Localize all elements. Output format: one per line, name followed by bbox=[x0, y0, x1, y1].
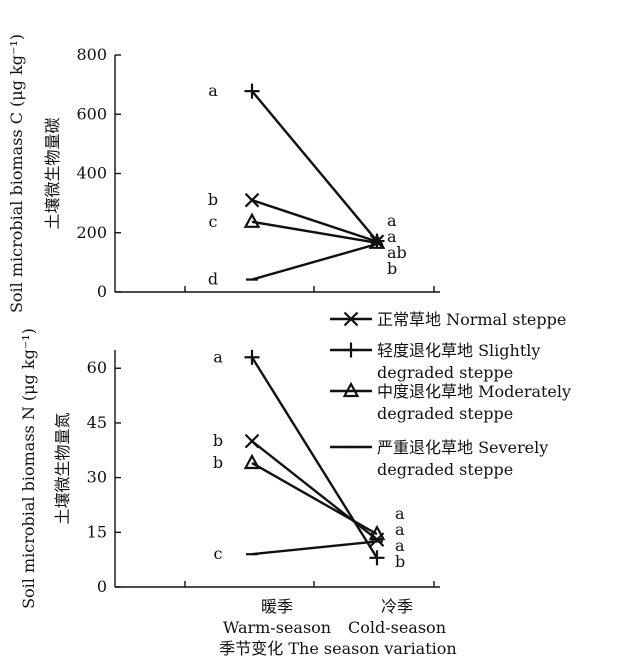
significance-letter-cold: ab bbox=[387, 243, 407, 262]
y-tick-label: 400 bbox=[76, 164, 107, 183]
significance-letter-warm: c bbox=[214, 544, 223, 563]
y-tick-label: 0 bbox=[97, 577, 107, 596]
data-point-warm-plus bbox=[244, 349, 260, 365]
panel-carbon: 0 200 400 600 800 Soil microbial biomass C (μ… bbox=[7, 34, 440, 313]
legend-item-plus: 轻度退化草地 Slightly degraded steppe bbox=[330, 341, 540, 382]
y-tick-label: 800 bbox=[76, 45, 107, 64]
series-line-x bbox=[251, 199, 378, 243]
series-line-dash bbox=[251, 540, 378, 556]
series-line-plus bbox=[251, 90, 378, 242]
significance-letter-cold: a bbox=[387, 227, 397, 246]
y-axis-title-zh: 土壤微生物量氮 bbox=[53, 412, 72, 524]
y-axis-title: Soil microbial biomass C (μg kg⁻¹) bbox=[7, 34, 26, 313]
significance-letter-cold: a bbox=[387, 211, 397, 230]
y-tick-label: 600 bbox=[76, 104, 107, 123]
significance-letter-cold: a bbox=[395, 504, 405, 523]
significance-letter-cold: a bbox=[395, 536, 405, 555]
x-axis-title: 季节变化 The season variation bbox=[219, 639, 456, 658]
legend-marker-triangle bbox=[342, 381, 360, 398]
category-label-zh: 冷季 bbox=[381, 597, 413, 616]
series-line-dash bbox=[251, 242, 378, 281]
series-line-triangle bbox=[251, 461, 378, 536]
significance-letter-warm: d bbox=[208, 270, 218, 289]
data-point-cold-plus bbox=[369, 550, 385, 566]
data-point-cold-triangle bbox=[368, 524, 386, 541]
legend-item-triangle: 中度退化草地 Moderately degraded steppe bbox=[330, 381, 571, 423]
legend-label: 中度退化草地 Moderately bbox=[377, 382, 571, 401]
significance-letter-warm: b bbox=[208, 190, 218, 209]
series-line-triangle bbox=[251, 220, 378, 245]
legend-marker-plus bbox=[343, 342, 359, 358]
y-tick-label: 60 bbox=[87, 358, 107, 377]
y-tick-label: 45 bbox=[87, 413, 107, 432]
significance-letter-cold: b bbox=[387, 259, 397, 278]
data-point-warm-x bbox=[244, 192, 260, 208]
legend-label: 正常草地 Normal steppe bbox=[377, 310, 566, 329]
legend: 正常草地 Normal steppe 轻度退化草地 Slightly degrade… bbox=[330, 310, 571, 479]
significance-letter-warm: b bbox=[213, 453, 223, 472]
y-axis-title: Soil microbial biomass N (μg kg⁻¹) bbox=[19, 328, 38, 609]
legend-item-dash: 严重退化草地 Severely degraded steppe bbox=[330, 438, 548, 479]
y-tick-label: 30 bbox=[87, 468, 107, 487]
data-point-warm-plus bbox=[244, 83, 260, 99]
data-point-warm-x bbox=[244, 433, 260, 449]
series-line-plus bbox=[250, 356, 379, 559]
y-tick-label: 200 bbox=[76, 223, 107, 242]
data-point-warm-triangle bbox=[243, 453, 261, 470]
legend-label-cont: degraded steppe bbox=[377, 363, 513, 382]
legend-item-x: 正常草地 Normal steppe bbox=[330, 310, 566, 329]
category-label-en: Cold-season bbox=[348, 618, 446, 637]
data-point-cold-triangle bbox=[368, 233, 386, 249]
legend-marker-x bbox=[343, 311, 359, 327]
legend-label: 轻度退化草地 Slightly bbox=[377, 341, 540, 360]
category-label-en: Warm-season bbox=[223, 618, 331, 637]
legend-label-cont: degraded steppe bbox=[377, 460, 513, 479]
significance-letter-warm: b bbox=[213, 431, 223, 450]
significance-letter-warm: c bbox=[209, 212, 218, 231]
panel-nitrogen: 0 15 30 45 60 Soil microbial biomass N (μg kg… bbox=[19, 328, 446, 637]
y-tick-label: 15 bbox=[87, 522, 107, 541]
significance-letter-warm: a bbox=[213, 347, 223, 366]
significance-letter-cold: a bbox=[395, 520, 405, 539]
legend-label-cont: degraded steppe bbox=[377, 404, 513, 423]
significance-letter-cold: b bbox=[395, 552, 405, 571]
y-tick-label: 0 bbox=[97, 282, 107, 301]
significance-letter-warm: a bbox=[208, 81, 218, 100]
legend-label: 严重退化草地 Severely bbox=[377, 438, 548, 457]
y-axis-title-zh: 土壤微生物量碳 bbox=[43, 117, 62, 229]
category-label-zh: 暖季 bbox=[261, 597, 293, 616]
data-point-warm-triangle bbox=[243, 212, 261, 228]
